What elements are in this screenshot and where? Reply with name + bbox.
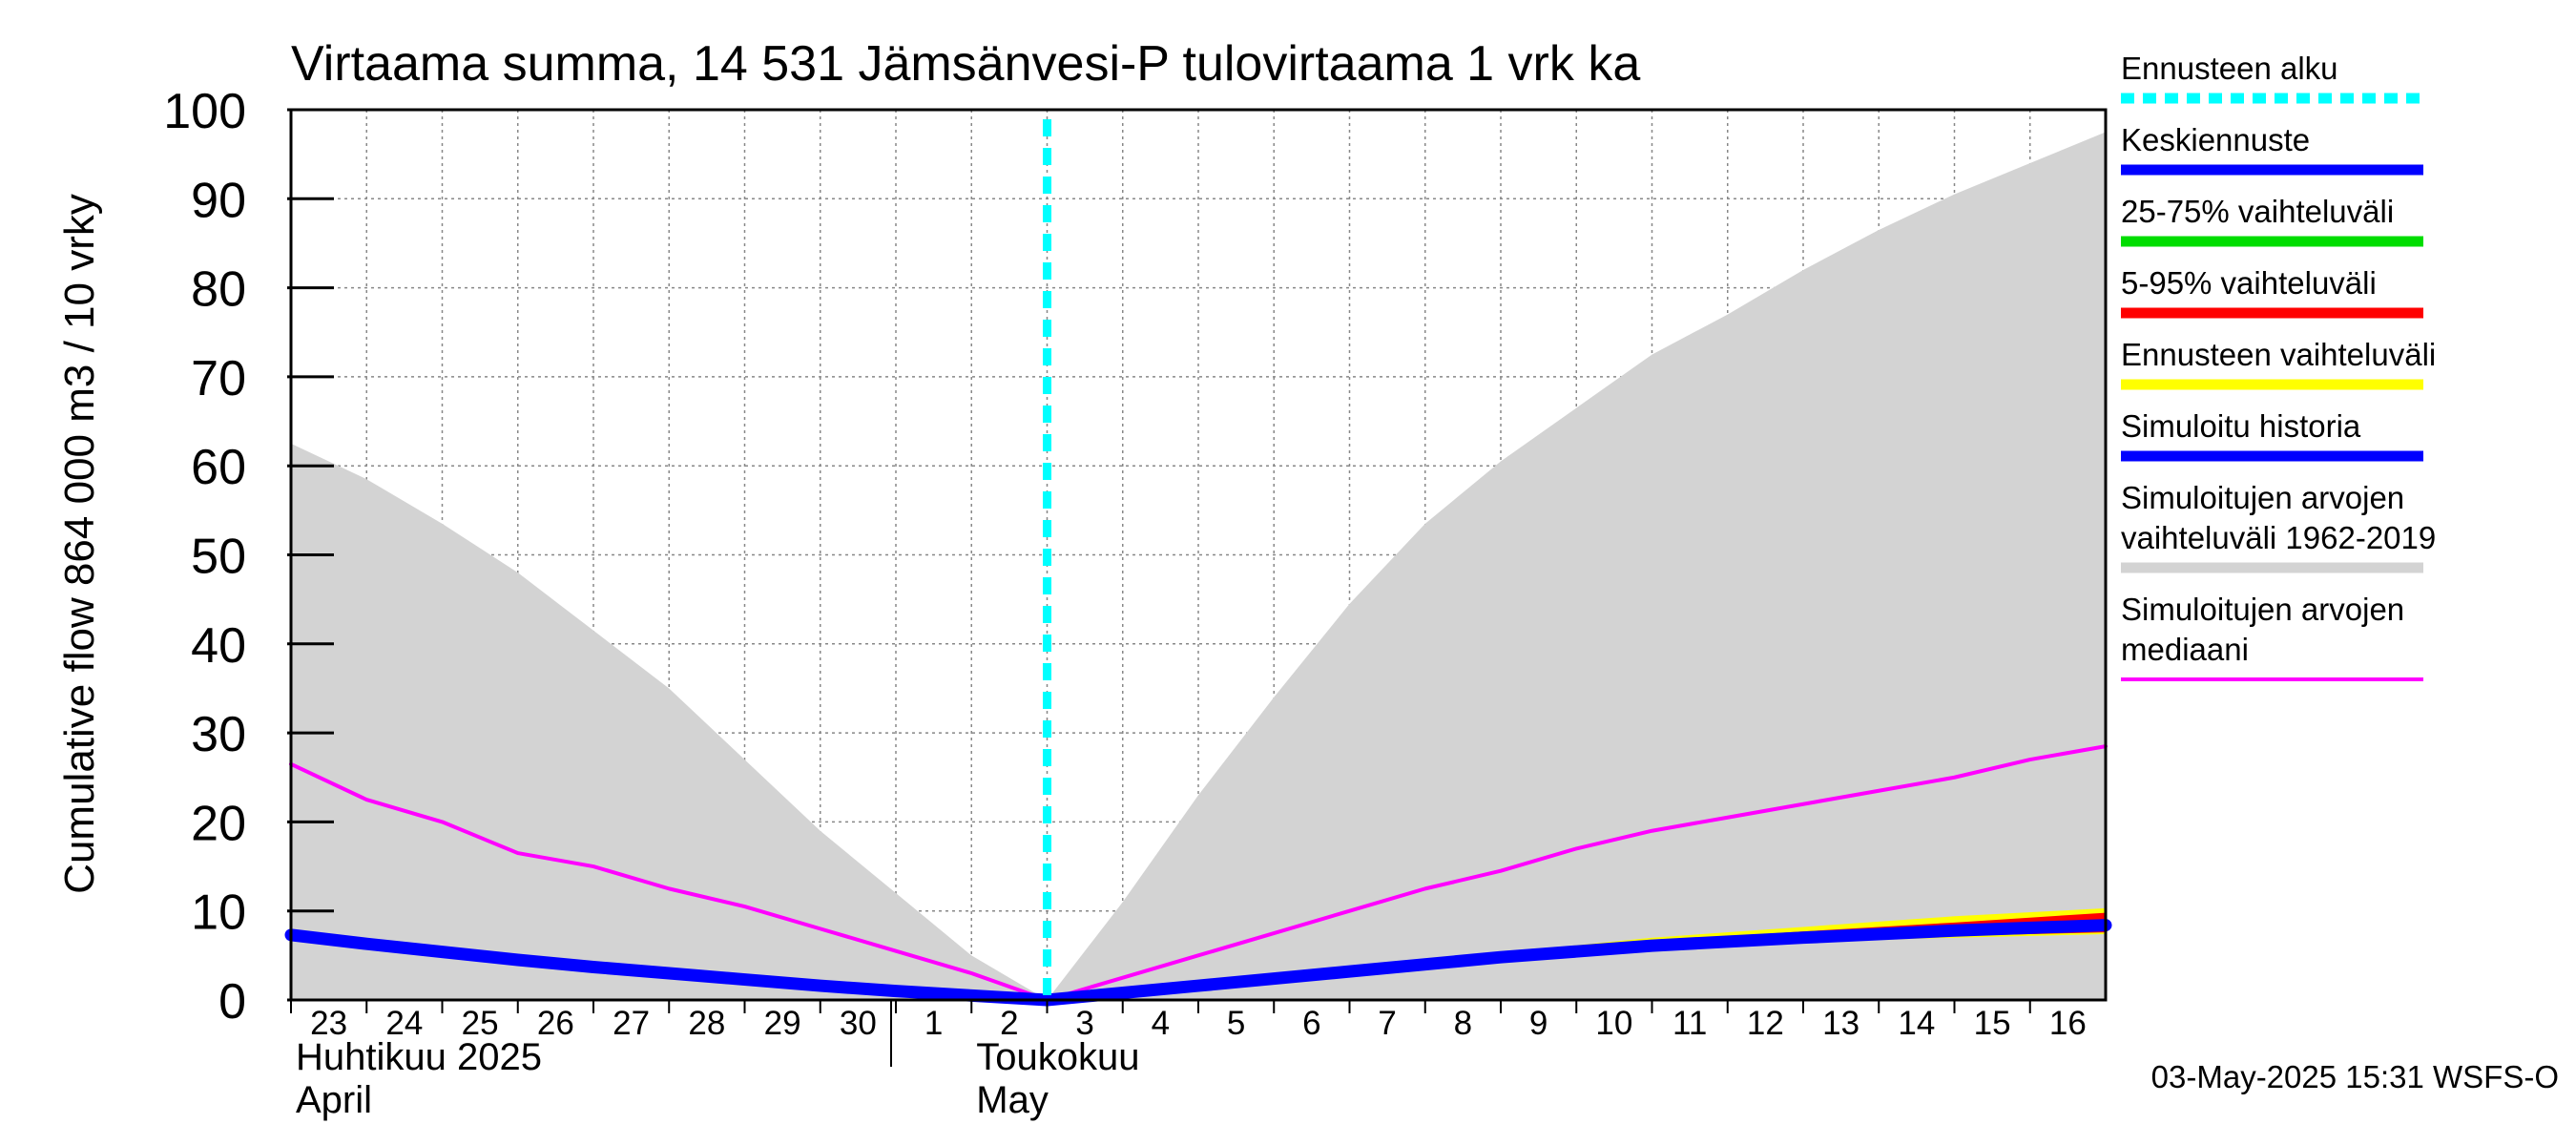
x-tick-label-day-12: 12 <box>1747 1005 1784 1042</box>
x-tick-label-day-28: 28 <box>688 1005 725 1042</box>
line-keskiennuste <box>1041 919 2112 1007</box>
x-tick-label-day-4: 4 <box>1152 1005 1170 1042</box>
x-tick-label-day-5: 5 <box>1227 1005 1245 1042</box>
chart-title: Virtaama summa, 14 531 Jämsänvesi-P tulo… <box>291 36 1640 92</box>
x-tick-label-day-7: 7 <box>1378 1005 1396 1042</box>
x-tick-label-day-30: 30 <box>840 1005 877 1042</box>
legend-label-keskiennuste: Keskiennuste <box>2121 122 2310 157</box>
month-label-fi-may: Toukokuu <box>976 1036 1139 1078</box>
y-tick-label-20: 20 <box>191 796 246 851</box>
legend-label-ennusteen-alku: Ennusteen alku <box>2121 51 2338 86</box>
legend: Ennusteen alku Keskiennuste 25-75% vaihtel… <box>2121 51 2436 681</box>
y-tick-label-70: 70 <box>191 351 246 406</box>
legend-label-ennusteen-vaihteluv-li: Ennusteen vaihteluväli <box>2121 337 2436 372</box>
legend-label-simuloitujen-arvojen-mediaani-line-1: Simuloitujen arvojen <box>2121 592 2404 627</box>
x-tick-label-day-29: 29 <box>764 1005 801 1042</box>
x-tick-label-day-11: 11 <box>1672 1005 1707 1042</box>
band-simuloitujen-arvojen-vaihteluv-li-1962-2019 <box>291 132 2106 1000</box>
legend-label-5-95-vaihteluv-li: 5-95% vaihteluväli <box>2121 265 2377 301</box>
x-tick-label-day-24: 24 <box>385 1005 423 1042</box>
y-tick-label-40: 40 <box>191 618 246 674</box>
x-tick-label-day-10: 10 <box>1595 1005 1632 1042</box>
y-tick-label-50: 50 <box>191 530 246 585</box>
x-tick-label-day-3: 3 <box>1075 1005 1093 1042</box>
legend-label-simuloitujen-arvojen-mediaani-line-2: mediaani <box>2121 632 2249 667</box>
x-tick-label-day-27: 27 <box>613 1005 650 1042</box>
x-tick-label-day-23: 23 <box>310 1005 347 1042</box>
y-axis-label: Cumulative flow 864 000 m3 / 10 vrky <box>56 194 103 894</box>
y-tick-label-80: 80 <box>191 262 246 318</box>
y-tick-label-100: 100 <box>163 84 246 139</box>
footer-timestamp: 03-May-2025 15:31 WSFS-O <box>2151 1059 2559 1094</box>
y-tick-label-90: 90 <box>191 173 246 228</box>
x-tick-label-day-1: 1 <box>924 1005 943 1042</box>
x-tick-label-day-8: 8 <box>1454 1005 1472 1042</box>
y-tick-label-10: 10 <box>191 885 246 941</box>
x-tick-label-day-15: 15 <box>1974 1005 2011 1042</box>
x-tick-label-day-9: 9 <box>1529 1005 1548 1042</box>
x-tick-label-day-13: 13 <box>1822 1005 1859 1042</box>
x-tick-label-day-25: 25 <box>462 1005 499 1042</box>
y-tick-label-60: 60 <box>191 440 246 495</box>
x-tick-label-day-26: 26 <box>537 1005 574 1042</box>
month-label-en-may: May <box>976 1079 1049 1121</box>
x-tick-label-day-14: 14 <box>1898 1005 1935 1042</box>
legend-label-simuloitu-historia: Simuloitu historia <box>2121 408 2361 444</box>
month-label-fi-april: Huhtikuu 2025 <box>296 1036 542 1078</box>
month-label-en-april: April <box>296 1079 372 1121</box>
line-simuloitujen-arvojen-mediaani <box>289 744 2108 1002</box>
y-tick-label-30: 30 <box>191 707 246 762</box>
x-tick-label-day-2: 2 <box>1000 1005 1018 1042</box>
series-layer <box>284 119 2112 1007</box>
x-tick-label-day-16: 16 <box>2049 1005 2087 1042</box>
line-simuloitu-historia <box>284 928 1053 1007</box>
legend-label-25-75-vaihteluv-li: 25-75% vaihteluväli <box>2121 194 2394 229</box>
x-tick-label-day-6: 6 <box>1302 1005 1320 1042</box>
legend-label-simuloitujen-arvojen-vaihteluv-li-1962-2019-line-2: vaihteluväli 1962-2019 <box>2121 520 2436 555</box>
y-tick-label-0: 0 <box>218 974 246 1030</box>
legend-label-simuloitujen-arvojen-vaihteluv-li-1962-2019-line-1: Simuloitujen arvojen <box>2121 480 2404 515</box>
